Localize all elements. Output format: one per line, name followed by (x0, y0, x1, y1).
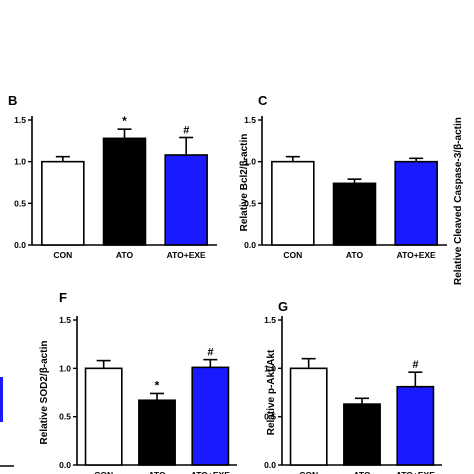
asterisk-significance-mark: * (155, 378, 160, 392)
x-tick-label: ATO+EXE (191, 470, 230, 474)
panel-letter: G (278, 299, 288, 314)
bar-ato (138, 399, 176, 466)
asterisk-significance-mark: * (122, 114, 127, 128)
y-tick-label: 0.5 (264, 412, 276, 422)
y-tick-label: 0.0 (244, 240, 256, 250)
x-tick-label: ATO+EXE (396, 470, 435, 474)
x-tick-label: CON (299, 470, 318, 474)
bar-ato (102, 137, 147, 246)
y-axis-label: Relative SOD2/β-actin (39, 341, 50, 445)
x-tick-label: ATO+EXE (167, 250, 206, 260)
bar-con (84, 367, 123, 466)
bar-ato-exe (164, 154, 208, 246)
x-tick-label: CON (283, 250, 302, 260)
y-tick-label: 0.5 (14, 198, 26, 208)
y-tick-label: 1.5 (59, 315, 71, 325)
bar-ato-exe (396, 385, 435, 466)
x-tick-label: ATO (353, 470, 371, 474)
bar-ato-exe (394, 160, 438, 246)
cropped-bar-fragment (0, 377, 3, 422)
panel-b: B 0.0 0.5 1.0 1.5 CON ATO * ATO+EXE # (8, 93, 217, 260)
y-axis-label: Relative p-Akt/Akt (266, 349, 277, 435)
y-tick-label: 1.5 (14, 115, 26, 125)
y-tick-label: 0.0 (14, 240, 26, 250)
hash-significance-mark: # (412, 359, 419, 371)
y-tick-label: 0.0 (264, 460, 276, 470)
bar-ato (332, 182, 377, 246)
bar-ato (343, 403, 381, 466)
x-tick-label: ATO (116, 250, 134, 260)
y-axis-label: Relative Bcl2/β-actin (239, 134, 250, 232)
y-tick-label: 1.0 (244, 157, 256, 167)
panel-letter: C (258, 93, 268, 108)
panel-letter: B (8, 93, 17, 108)
hash-significance-mark: # (183, 125, 190, 137)
panel-letter: F (59, 290, 67, 305)
bar-con (271, 160, 315, 246)
y-tick-label: 1.5 (244, 115, 256, 125)
y-tick-label: 1.0 (59, 363, 71, 373)
bar-ato-exe (191, 366, 230, 466)
x-tick-label: CON (94, 470, 113, 474)
x-tick-label: ATO+EXE (397, 250, 436, 260)
x-tick-label: CON (53, 250, 72, 260)
panel-g: G Relative p-Akt/Akt 0.0 0.5 1.0 1.5 CON ATO ATO… (264, 299, 442, 474)
y-tick-label: 0.5 (59, 412, 71, 422)
y-tick-label: 1.0 (264, 363, 276, 373)
y-tick-label: 0.5 (244, 198, 256, 208)
y-tick-label: 1.5 (264, 315, 276, 325)
x-tick-label: ATO (346, 250, 364, 260)
y-tick-label: 0.0 (59, 460, 71, 470)
x-tick-label: ATO (148, 470, 166, 474)
y-tick-label: 1.0 (14, 157, 26, 167)
bar-con (289, 367, 328, 466)
caspase3-axis-label: Relative Cleaved Caspase-3/β-actin (453, 117, 464, 285)
panel-c: C Relative Bcl2/β-actin 0.0 0.5 1.0 1.5 CON ATO… (239, 93, 447, 260)
bar-con (41, 160, 85, 246)
panel-f: F Relative SOD2/β-actin 0.0 0.5 1.0 1.5 CON ATO… (39, 290, 237, 474)
hash-significance-mark: # (207, 347, 214, 359)
